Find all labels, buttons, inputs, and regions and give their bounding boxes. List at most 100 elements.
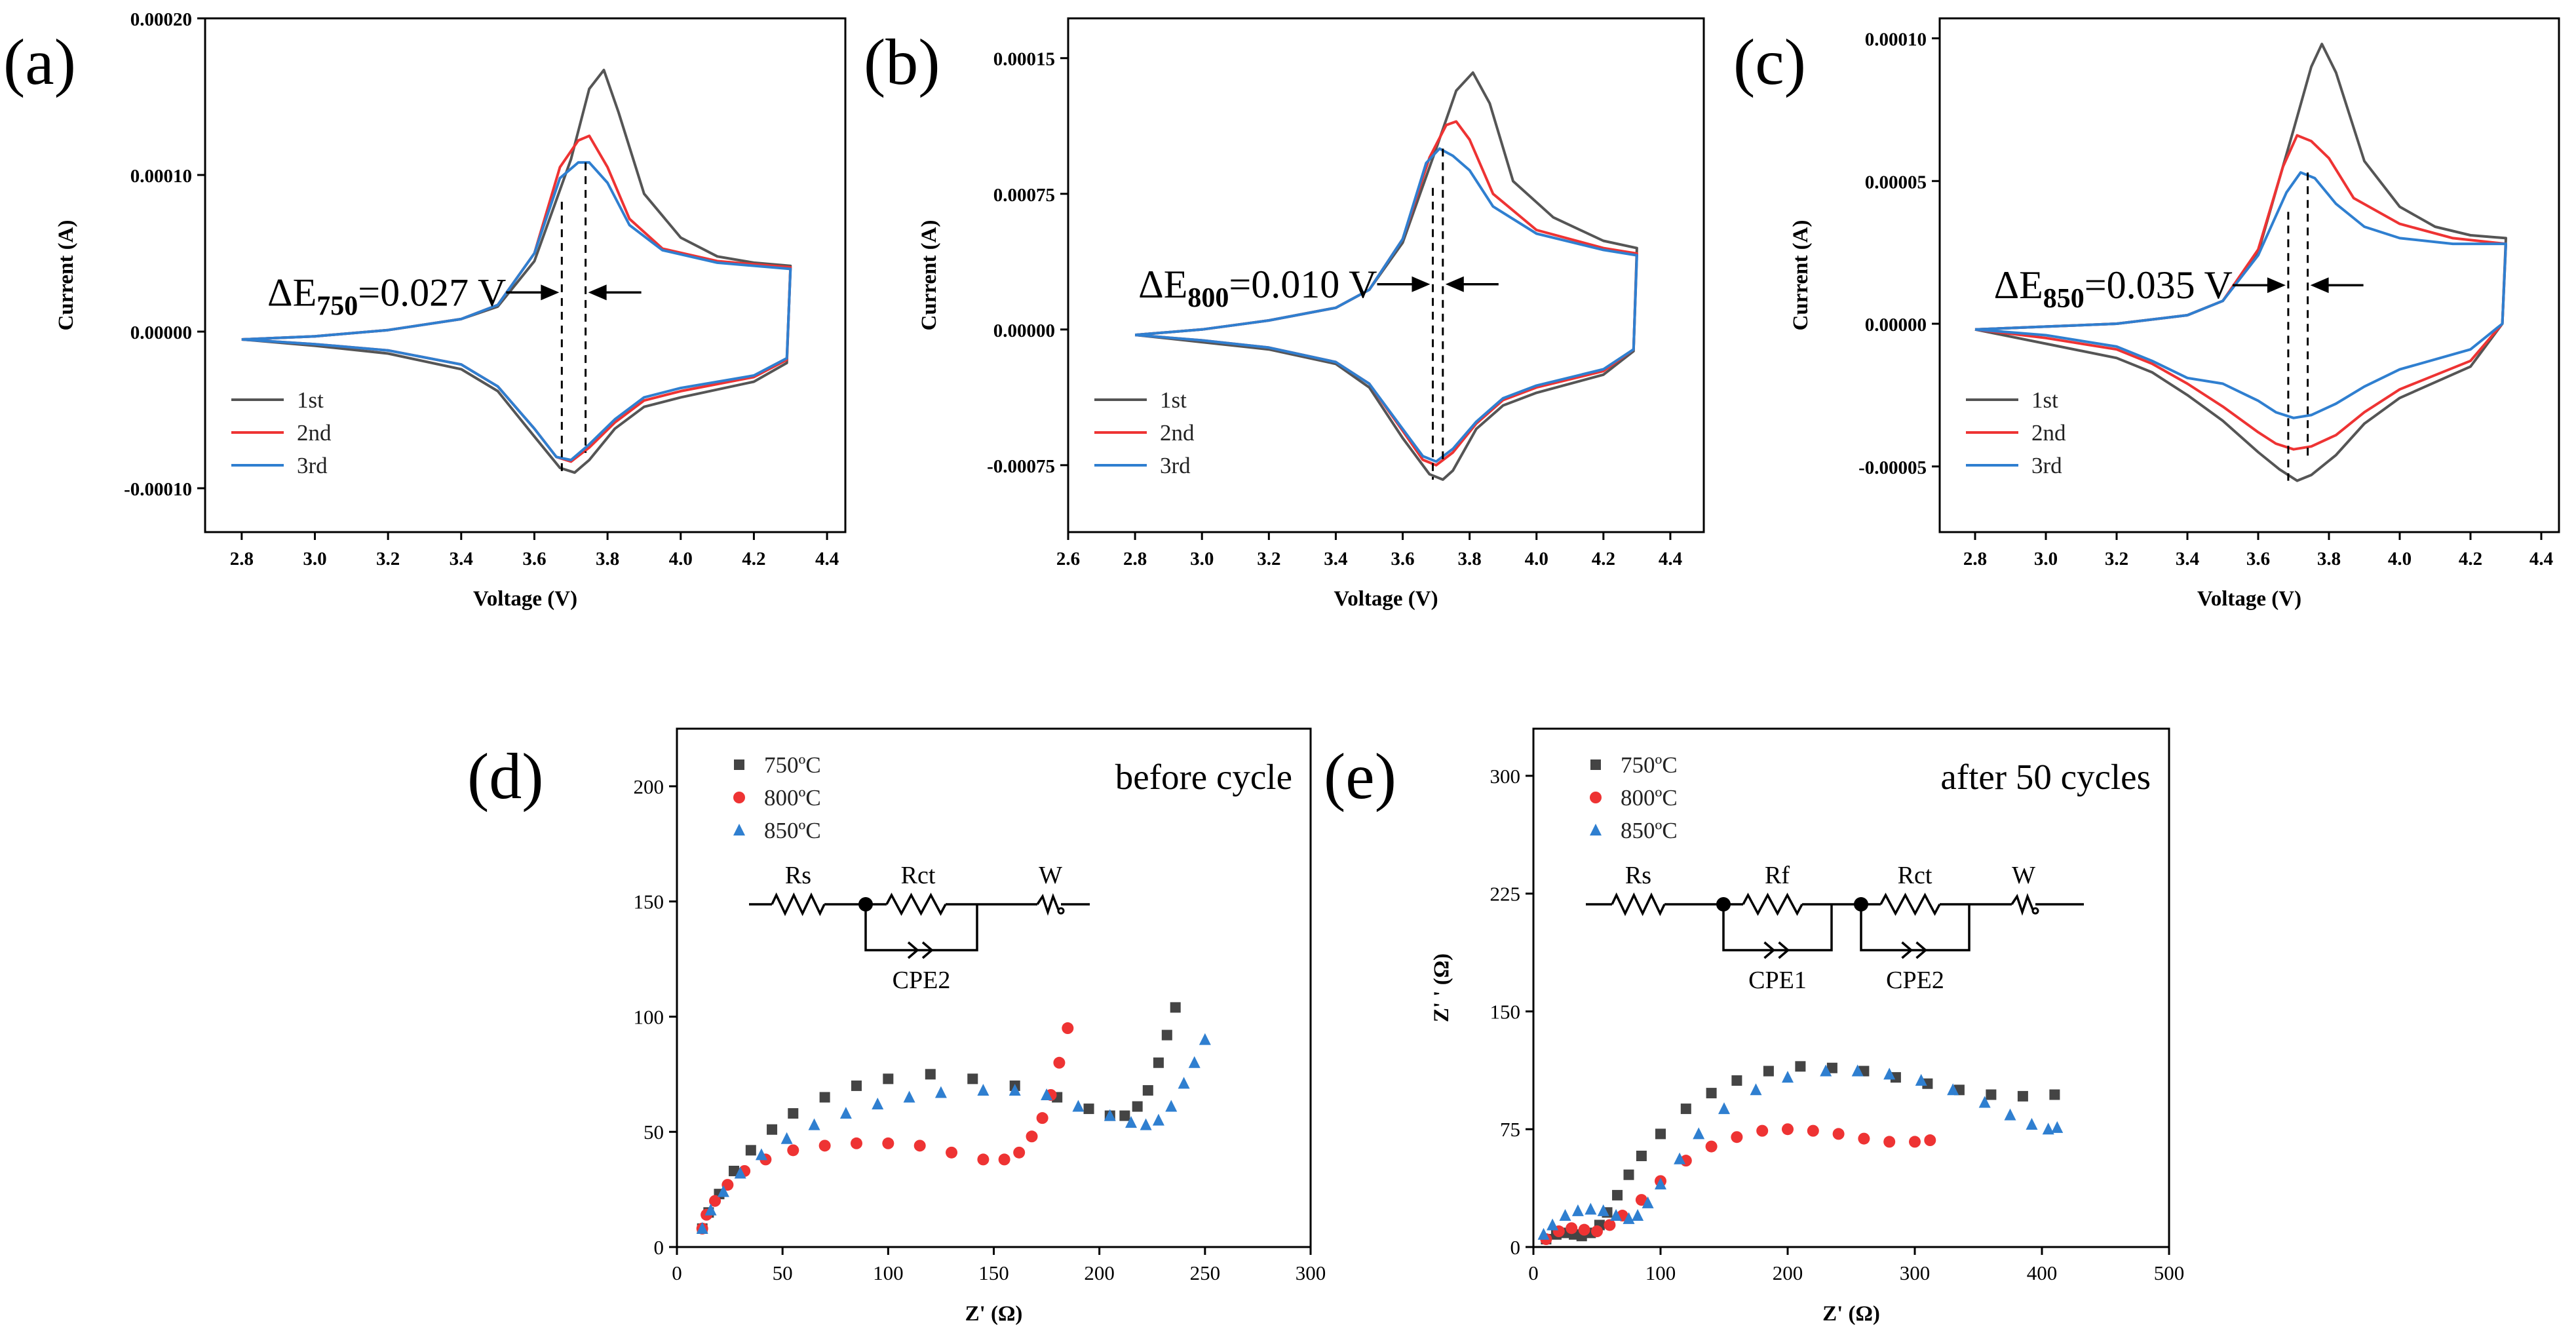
- delta-e-subscript: 850: [2043, 284, 2085, 314]
- cpe-branch: [1722, 904, 1833, 951]
- x-tick-label: 4.4: [815, 548, 839, 569]
- cpe-symbol: [1901, 941, 1928, 959]
- data-point: [1680, 1104, 1691, 1115]
- data-point: [1571, 1204, 1584, 1216]
- data-point: [1132, 1101, 1143, 1112]
- x-axis-label: Voltage (V): [1334, 587, 1438, 611]
- x-tick-label: 4.0: [669, 548, 693, 569]
- legend-label-2nd: 2nd: [297, 420, 332, 446]
- data-point: [1578, 1223, 1590, 1236]
- y-tick-label: 225: [1490, 883, 1521, 906]
- x-tick-label: 3.4: [1324, 548, 1347, 569]
- data-point: [1104, 1109, 1116, 1121]
- data-point: [850, 1137, 862, 1149]
- data-point: [1072, 1100, 1085, 1112]
- delta-e-prefix: ΔE: [267, 271, 317, 314]
- y-tick-label: -0.00005: [1858, 457, 1927, 478]
- panel-c-cv-850: (c) 2.8 3.0 3.2 3.4 3.6 3.8 4.0 4.2 4.4 -0.00005 0.…: [1733, 17, 2560, 611]
- x-tick-label: 50: [773, 1261, 793, 1284]
- legend-marker-800ºC: [1590, 792, 1602, 803]
- cv-curve-1st: [241, 68, 792, 474]
- data-point: [1915, 1073, 1927, 1086]
- delta-e-right-arrowhead: [588, 284, 607, 301]
- delta-e-left-arrowhead: [2267, 277, 2286, 294]
- y-tick-label: 0.00005: [1865, 172, 1927, 193]
- rct-label: Rct: [1898, 862, 1932, 889]
- x-tick-label: 2.8: [1123, 548, 1147, 569]
- equivalent-circuit: Rs Rf CPE1 Rct CPE2 W: [1586, 862, 2084, 994]
- data-point: [2051, 1121, 2064, 1133]
- data-point: [1178, 1077, 1190, 1089]
- x-tick-label: 300: [1900, 1261, 1931, 1284]
- x-tick-label: 0: [1528, 1261, 1539, 1284]
- x-tick-label: 3.8: [1458, 548, 1482, 569]
- data-point: [696, 1221, 708, 1234]
- data-point: [1750, 1083, 1762, 1096]
- cpe-label: CPE2: [1886, 967, 1944, 994]
- cpe-label: CPE2: [893, 967, 951, 994]
- warburg-terminal: [1057, 907, 1065, 915]
- x-tick-label: 2.6: [1056, 548, 1080, 569]
- x-tick-label: 3.0: [2034, 548, 2058, 569]
- data-point: [1947, 1083, 1959, 1096]
- y-tick-label: 100: [634, 1005, 664, 1028]
- data-point: [1623, 1212, 1635, 1224]
- cpe-symbol: [907, 941, 934, 959]
- data-point: [2026, 1118, 2038, 1130]
- plot-frame: [204, 17, 847, 533]
- data-point: [1623, 1169, 1634, 1180]
- data-point: [1655, 1178, 1666, 1190]
- data-point: [1782, 1071, 1794, 1083]
- x-tick-label: 3.2: [376, 548, 400, 569]
- data-point: [872, 1098, 884, 1110]
- y-tick-label: 0.00020: [130, 9, 192, 30]
- y-axis-label: Current (A): [54, 220, 78, 331]
- delta-e-prefix: ΔE: [1994, 263, 2043, 307]
- plot-frame: [1938, 17, 2560, 533]
- data-point: [1832, 1128, 1845, 1140]
- data-point: [1883, 1136, 1896, 1148]
- data-point: [1009, 1083, 1021, 1096]
- legend-marker-850ºC: [1590, 824, 1602, 835]
- x-tick-label: 500: [2154, 1261, 2185, 1284]
- x-tick-label: 300: [1296, 1261, 1326, 1284]
- data-point: [977, 1083, 990, 1096]
- legend-label-800ºC: 800ºC: [1621, 785, 1678, 811]
- data-point: [1547, 1218, 1559, 1231]
- legend-label-3rd: 3rd: [297, 453, 328, 478]
- x-axis-label: Z' (Ω): [1822, 1302, 1880, 1326]
- data-point: [1053, 1056, 1066, 1069]
- data-point: [1851, 1064, 1864, 1077]
- x-axis-label: Voltage (V): [2197, 587, 2301, 611]
- data-point: [1604, 1219, 1616, 1231]
- data-point: [1978, 1096, 1991, 1108]
- x-tick-label: 2.8: [230, 548, 254, 569]
- legend-label-1st: 1st: [1160, 387, 1187, 413]
- data-point: [1909, 1136, 1921, 1148]
- resistor-symbol: [771, 892, 826, 917]
- delta-e-prefix: ΔE: [1138, 263, 1187, 306]
- w-label: W: [1039, 862, 1062, 889]
- data-point: [704, 1203, 717, 1216]
- delta-e-label: ΔE800=0.010 V: [1138, 263, 1377, 313]
- legend-marker-850ºC: [733, 824, 745, 835]
- data-point: [1795, 1061, 1806, 1072]
- x-tick-label: 250: [1190, 1261, 1221, 1284]
- y-axis-label: Z' ' (Ω): [1430, 953, 1453, 1022]
- y-tick-label: -0.00075: [987, 456, 1055, 477]
- data-point: [767, 1124, 778, 1135]
- legend-label-2nd: 2nd: [2031, 420, 2066, 446]
- x-tick-label: 100: [873, 1261, 904, 1284]
- delta-e-subscript: 800: [1187, 283, 1229, 313]
- delta-e-left-arrowhead: [1412, 276, 1431, 292]
- data-point: [1642, 1196, 1654, 1208]
- x-axis-label: Z' (Ω): [965, 1302, 1023, 1326]
- y-tick-label: 0.00000: [1865, 315, 1927, 336]
- data-point: [883, 1073, 894, 1085]
- rs-label: Rs: [1625, 862, 1651, 889]
- panel-letter: (e): [1324, 740, 1396, 813]
- data-point: [1153, 1057, 1164, 1068]
- x-tick-label: 3.6: [1391, 548, 1414, 569]
- data-point: [755, 1148, 767, 1161]
